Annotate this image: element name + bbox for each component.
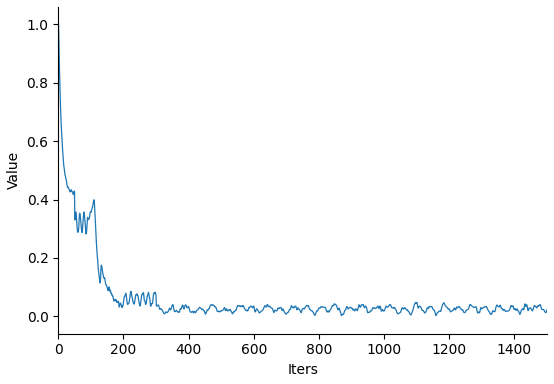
Y-axis label: Value: Value <box>7 151 21 189</box>
X-axis label: Iters: Iters <box>287 363 318 377</box>
